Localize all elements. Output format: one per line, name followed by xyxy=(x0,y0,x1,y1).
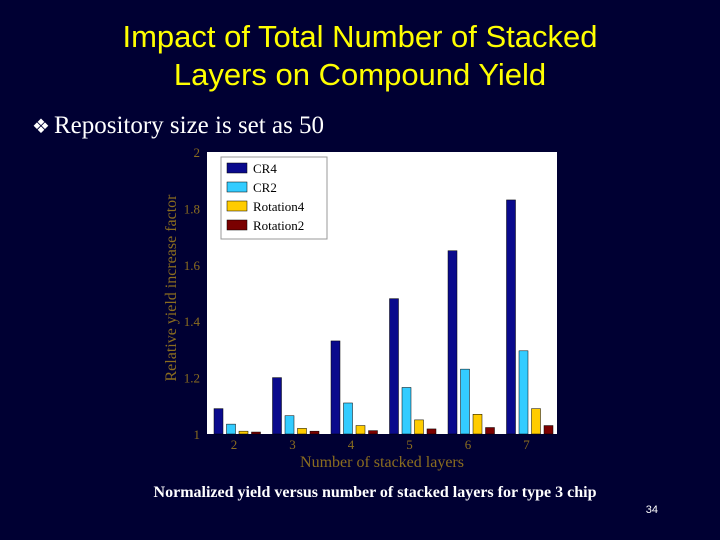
x-tick-label: 6 xyxy=(465,437,472,452)
legend-swatch-rotation2 xyxy=(226,219,248,231)
slide-title: Impact of Total Number of Stacked Layers… xyxy=(0,18,720,94)
y-tick-label: 1.8 xyxy=(184,201,200,216)
y-tick-label: 1.4 xyxy=(184,314,201,329)
legend-items: CR4 CR2 Rotation4 Rotation2 xyxy=(226,161,305,233)
figure-caption: Normalized yield versus number of stacke… xyxy=(153,484,597,501)
legend-swatch-cr2 xyxy=(226,181,248,193)
bar-rotation4-7 xyxy=(531,408,541,435)
bar-rotation2-4 xyxy=(368,430,378,435)
legend-label-cr2: CR2 xyxy=(253,180,277,195)
bar-cr2-7 xyxy=(518,350,529,435)
bar-cr4-4 xyxy=(330,340,341,435)
x-tick-label: 5 xyxy=(406,437,413,452)
title-line-1: Impact of Total Number of Stacked xyxy=(122,19,598,54)
y-tick-label: 1 xyxy=(194,427,201,442)
x-tick-label: 4 xyxy=(348,437,355,452)
legend-label-rotation2: Rotation2 xyxy=(253,218,304,233)
bar-rotation2-3 xyxy=(309,430,320,435)
bar-cr2-5 xyxy=(401,387,412,435)
bar-rotation4-6 xyxy=(472,414,483,435)
bar-rotation2-7 xyxy=(543,425,554,435)
bar-rotation2-6 xyxy=(485,427,495,435)
bullet-point: ❖ Repository size is set as 50 xyxy=(32,111,324,142)
ticks-layer: 1 1.2 1.4 1.6 1.8 2 2 3 4 5 6 7 xyxy=(184,145,531,452)
bar-chart: 1 1.2 1.4 1.6 1.8 2 2 3 4 5 6 7 Relative yield incr… xyxy=(163,145,557,471)
legend-swatch-rotation4 xyxy=(226,200,248,212)
legend-label-cr4: CR4 xyxy=(253,161,277,176)
bar-cr4-7 xyxy=(506,199,516,435)
y-tick-label: 1.6 xyxy=(184,258,201,273)
bar-cr4-5 xyxy=(389,298,399,435)
bullet-text: Repository size is set as 50 xyxy=(53,112,325,139)
x-axis-label: Number of stacked layers xyxy=(300,454,464,471)
x-tick-label: 7 xyxy=(523,437,530,452)
title-line-2: Layers on Compound Yield xyxy=(173,57,547,92)
y-tick-label: 1.2 xyxy=(184,371,200,386)
bar-cr2-6 xyxy=(460,368,470,435)
bar-rotation2-5 xyxy=(426,428,437,435)
bar-rotation4-4 xyxy=(355,425,366,435)
x-tick-label: 2 xyxy=(231,437,238,452)
legend-label-rotation4: Rotation4 xyxy=(253,199,305,214)
bar-rotation4-5 xyxy=(414,419,424,435)
diamond-bullet-icon: ❖ xyxy=(32,116,50,138)
legend: CR4 CR2 Rotation4 Rotation2 xyxy=(220,156,328,240)
bar-cr4-3 xyxy=(272,377,282,435)
bar-rotation4-2 xyxy=(238,430,249,435)
y-tick-label: 2 xyxy=(194,145,201,160)
bar-rotation2-2 xyxy=(251,431,261,435)
bar-cr2-2 xyxy=(226,423,236,435)
bars-layer xyxy=(213,199,554,435)
bar-rotation4-3 xyxy=(297,428,307,435)
bar-cr2-4 xyxy=(343,402,353,435)
page-number: 34 xyxy=(645,504,658,516)
legend-swatch-cr4 xyxy=(226,162,248,174)
bar-cr2-3 xyxy=(284,415,295,435)
bar-cr4-6 xyxy=(447,250,458,435)
x-tick-label: 3 xyxy=(289,437,296,452)
bar-cr4-2 xyxy=(213,408,224,435)
y-axis-label: Relative yield increase factor xyxy=(163,194,180,382)
